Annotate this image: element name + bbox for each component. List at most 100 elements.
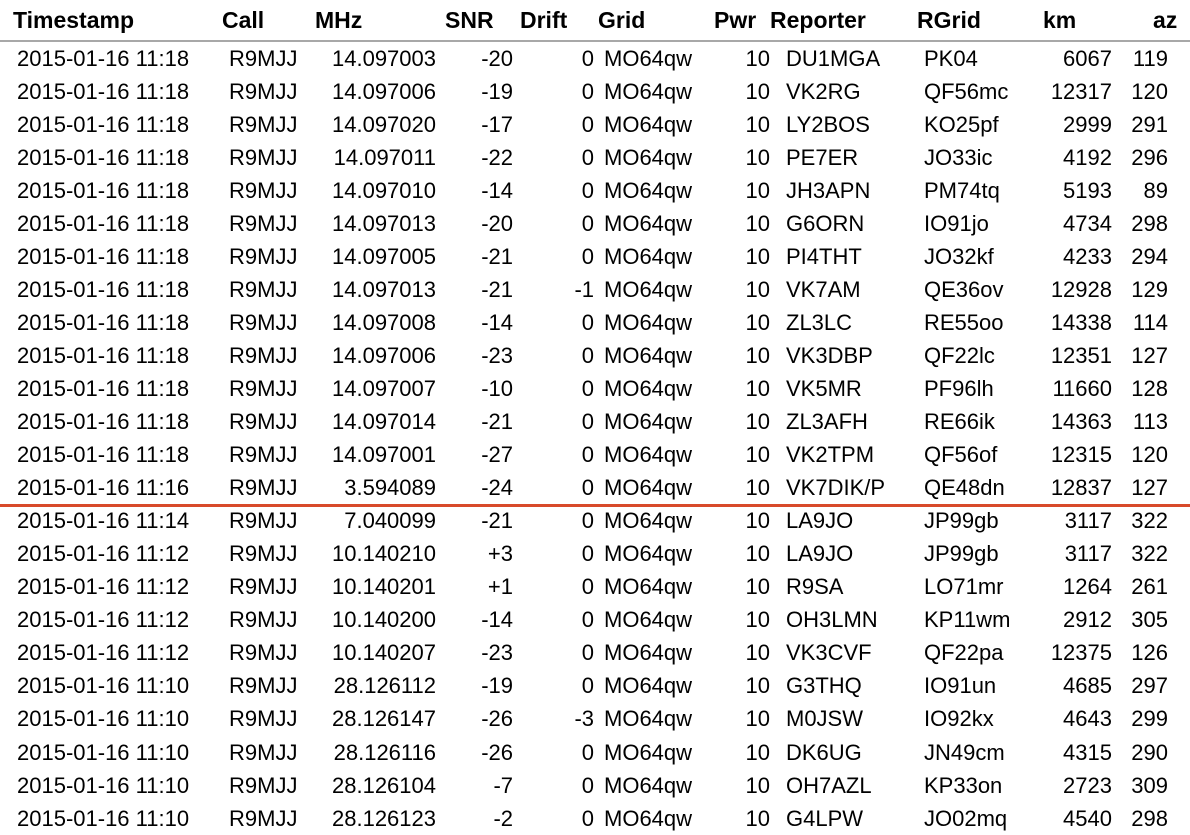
table-row[interactable]: 2015-01-16 11:18 R9MJJ 14.097007 -10 0 MO64qw…: [0, 372, 1190, 405]
cell-az: 299: [1131, 706, 1168, 732]
cell-mhz: 10.140200: [332, 607, 436, 633]
cell-timestamp: 2015-01-16 11:12: [17, 607, 190, 633]
table-row[interactable]: 2015-01-16 11:18 R9MJJ 14.097013 -21 -1 MO64q…: [0, 273, 1190, 306]
table-row[interactable]: 2015-01-16 11:18 R9MJJ 14.097001 -27 0 MO64qw…: [0, 439, 1190, 472]
cell-timestamp: 2015-01-16 11:18: [17, 45, 190, 71]
cell-grid: MO64qw: [604, 706, 693, 732]
cell-drift: 0: [581, 342, 594, 368]
cell-mhz: 28.126104: [332, 772, 436, 798]
column-header-km[interactable]: km: [1043, 6, 1077, 33]
cell-pwr: 10: [745, 706, 770, 732]
cell-rgrid: RE66ik: [924, 409, 995, 435]
column-header-snr[interactable]: SNR: [445, 6, 494, 33]
cell-mhz: 3.594089: [344, 475, 436, 501]
cell-drift: 0: [581, 78, 594, 104]
cell-az: 120: [1131, 442, 1168, 468]
cell-call: R9MJJ: [229, 805, 298, 831]
table-row[interactable]: 2015-01-16 11:18 R9MJJ 14.097020 -17 0 MO64qw…: [0, 108, 1190, 141]
cell-reporter: PE7ER: [786, 144, 859, 170]
cell-pwr: 10: [745, 210, 770, 236]
cell-call: R9MJJ: [229, 144, 298, 170]
cell-reporter: ZL3AFH: [786, 409, 868, 435]
cell-grid: MO64qw: [604, 640, 693, 666]
table-row[interactable]: 2015-01-16 11:10 R9MJJ 28.126112 -19 0 MO64qw…: [0, 670, 1190, 703]
cell-call: R9MJJ: [229, 309, 298, 335]
table-row[interactable]: 2015-01-16 11:14 R9MJJ 7.040099 -21 0 MO64qw 1…: [0, 505, 1190, 538]
cell-call: R9MJJ: [229, 210, 298, 236]
table-row[interactable]: 2015-01-16 11:10 R9MJJ 28.126116 -26 0 MO64qw…: [0, 736, 1190, 769]
table-row[interactable]: 2015-01-16 11:18 R9MJJ 14.097014 -21 0 MO64qw…: [0, 406, 1190, 439]
table-row[interactable]: 2015-01-16 11:12 R9MJJ 10.140201 +1 0 MO64qw 1…: [0, 571, 1190, 604]
cell-call: R9MJJ: [229, 442, 298, 468]
cell-drift: 0: [581, 640, 594, 666]
cell-timestamp: 2015-01-16 11:18: [17, 342, 190, 368]
table-row[interactable]: 2015-01-16 11:18 R9MJJ 14.097006 -19 0 MO64qw…: [0, 75, 1190, 108]
column-header-reporter[interactable]: Reporter: [770, 6, 866, 33]
cell-grid: MO64qw: [604, 574, 693, 600]
table-row[interactable]: 2015-01-16 11:18 R9MJJ 14.097005 -21 0 MO64qw…: [0, 240, 1190, 273]
cell-reporter: OH7AZL: [786, 772, 872, 798]
cell-snr: -19: [481, 78, 513, 104]
cell-timestamp: 2015-01-16 11:10: [17, 739, 190, 765]
cell-reporter: R9SA: [786, 574, 844, 600]
cell-rgrid: JO02mq: [924, 805, 1008, 831]
column-header-call[interactable]: Call: [222, 6, 265, 33]
table-row[interactable]: 2015-01-16 11:12 R9MJJ 10.140207 -23 0 MO64qw…: [0, 637, 1190, 670]
cell-snr: -24: [481, 475, 513, 501]
cell-rgrid: JP99gb: [924, 508, 999, 534]
cell-snr: -26: [481, 706, 513, 732]
cell-call: R9MJJ: [229, 706, 298, 732]
cell-rgrid: PF96lh: [924, 375, 994, 401]
cell-mhz: 14.097011: [333, 144, 436, 170]
cell-az: 119: [1132, 45, 1168, 71]
cell-snr: -17: [481, 111, 513, 137]
cell-km: 14363: [1050, 409, 1112, 435]
cell-grid: MO64qw: [604, 342, 693, 368]
cell-drift: 0: [581, 805, 594, 831]
table-row[interactable]: 2015-01-16 11:10 R9MJJ 28.126123 -2 0 MO64qw 1…: [0, 802, 1190, 835]
column-header-drift[interactable]: Drift: [520, 6, 568, 33]
cell-grid: MO64qw: [604, 243, 693, 269]
table-row[interactable]: 2015-01-16 11:18 R9MJJ 14.097010 -14 0 MO64qw…: [0, 174, 1190, 207]
cell-rgrid: QF22lc: [924, 342, 995, 368]
cell-grid: MO64qw: [604, 673, 693, 699]
column-header-grid[interactable]: Grid: [598, 6, 646, 33]
column-header-pwr[interactable]: Pwr: [714, 6, 757, 33]
cell-call: R9MJJ: [229, 342, 298, 368]
cell-drift: 0: [581, 541, 594, 567]
cell-az: 297: [1131, 673, 1168, 699]
cell-grid: MO64qw: [604, 375, 693, 401]
cell-timestamp: 2015-01-16 11:12: [17, 640, 190, 666]
table-row[interactable]: 2015-01-16 11:12 R9MJJ 10.140210 +3 0 MO64qw 1…: [0, 538, 1190, 571]
table-row[interactable]: 2015-01-16 11:18 R9MJJ 14.097006 -23 0 MO64qw…: [0, 339, 1190, 372]
column-header-mhz[interactable]: MHz: [315, 6, 363, 33]
table-row[interactable]: 2015-01-16 11:18 R9MJJ 14.097011 -22 0 MO64qw…: [0, 141, 1190, 174]
cell-grid: MO64qw: [604, 442, 693, 468]
table-row[interactable]: 2015-01-16 11:18 R9MJJ 14.097008 -14 0 MO64qw…: [0, 306, 1190, 339]
table-row[interactable]: 2015-01-16 11:12 R9MJJ 10.140200 -14 0 MO64qw…: [0, 604, 1190, 637]
cell-az: 126: [1131, 640, 1168, 666]
cell-reporter: OH3LMN: [786, 607, 878, 633]
cell-reporter: ZL3LC: [786, 309, 853, 335]
cell-pwr: 10: [745, 409, 770, 435]
cell-km: 12317: [1050, 78, 1112, 104]
table-row[interactable]: 2015-01-16 11:10 R9MJJ 28.126147 -26 -3 MO64q…: [0, 703, 1190, 736]
cell-grid: MO64qw: [604, 45, 693, 71]
cell-rgrid: IO91un: [924, 673, 997, 699]
cell-km: 4540: [1063, 805, 1112, 831]
cell-grid: MO64qw: [604, 210, 693, 236]
table-row[interactable]: 2015-01-16 11:10 R9MJJ 28.126104 -7 0 MO64qw 1…: [0, 769, 1190, 802]
cell-snr: -22: [481, 144, 513, 170]
table-row[interactable]: 2015-01-16 11:18 R9MJJ 14.097013 -20 0 MO64qw…: [0, 207, 1190, 240]
cell-call: R9MJJ: [229, 739, 298, 765]
cell-call: R9MJJ: [229, 607, 298, 633]
table-row[interactable]: 2015-01-16 11:16 R9MJJ 3.594089 -24 0 MO64qw 1…: [0, 472, 1190, 505]
column-header-timestamp[interactable]: Timestamp: [13, 6, 135, 33]
column-header-rgrid[interactable]: RGrid: [917, 6, 981, 33]
column-header-az[interactable]: az: [1153, 6, 1178, 33]
table-row[interactable]: 2015-01-16 11:18 R9MJJ 14.097003 -20 0 MO64qw…: [0, 41, 1190, 75]
cell-km: 4685: [1063, 673, 1112, 699]
cell-az: 127: [1131, 342, 1168, 368]
cell-az: 129: [1131, 276, 1168, 302]
